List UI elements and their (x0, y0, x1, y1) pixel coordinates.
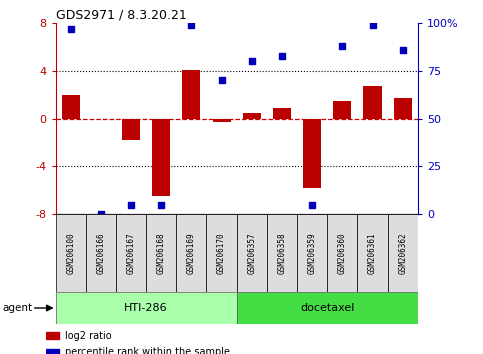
Point (187, 22, 195, 28)
Text: GSM206361: GSM206361 (368, 232, 377, 274)
Text: percentile rank within the sample: percentile rank within the sample (65, 347, 230, 354)
Point (399, 47, 407, 53)
Bar (122, 119, 140, 140)
Bar (86, 214, 116, 292)
Bar (116, 214, 146, 292)
Point (308, 202, 316, 207)
Point (127, 202, 135, 207)
Text: GSM206358: GSM206358 (277, 232, 286, 274)
Bar (213, 119, 231, 122)
Point (339, 43, 346, 49)
Point (278, 53, 286, 58)
Bar (364, 86, 382, 119)
Text: GDS2971 / 8.3.20.21: GDS2971 / 8.3.20.21 (56, 9, 186, 22)
Text: GSM206169: GSM206169 (187, 232, 196, 274)
Text: docetaxel: docetaxel (300, 303, 355, 313)
Text: GSM206168: GSM206168 (156, 232, 166, 274)
Text: GSM206167: GSM206167 (127, 232, 136, 274)
Bar (394, 98, 412, 119)
Text: log2 ratio: log2 ratio (65, 331, 112, 341)
Bar (242, 113, 261, 119)
Bar (237, 214, 267, 292)
Point (369, 22, 376, 28)
Bar (273, 108, 291, 119)
Bar (46, 332, 59, 339)
Bar (327, 214, 357, 292)
Text: GSM206360: GSM206360 (338, 232, 347, 274)
Point (67, 26, 74, 32)
Bar (176, 214, 207, 292)
Bar (388, 214, 418, 292)
Bar (183, 70, 200, 119)
Bar (46, 349, 59, 354)
Point (157, 202, 165, 207)
Bar (267, 214, 297, 292)
Bar (207, 214, 237, 292)
Text: agent: agent (2, 303, 32, 313)
Text: GSM206359: GSM206359 (308, 232, 317, 274)
Bar (56, 214, 86, 292)
Text: GSM206170: GSM206170 (217, 232, 226, 274)
Text: HTI-286: HTI-286 (124, 303, 168, 313)
Bar (357, 214, 388, 292)
Bar (297, 214, 327, 292)
Text: GSM206166: GSM206166 (96, 232, 105, 274)
Bar (333, 101, 352, 119)
Point (97, 211, 105, 217)
Bar (62, 95, 80, 119)
Bar (237, 292, 418, 324)
Text: GSM206357: GSM206357 (247, 232, 256, 274)
Bar (152, 119, 170, 196)
Text: GSM206362: GSM206362 (398, 232, 407, 274)
Text: GSM206100: GSM206100 (66, 232, 75, 274)
Bar (146, 214, 176, 292)
Point (218, 78, 226, 83)
Bar (56, 292, 237, 324)
Point (248, 58, 256, 64)
Bar (303, 119, 321, 188)
